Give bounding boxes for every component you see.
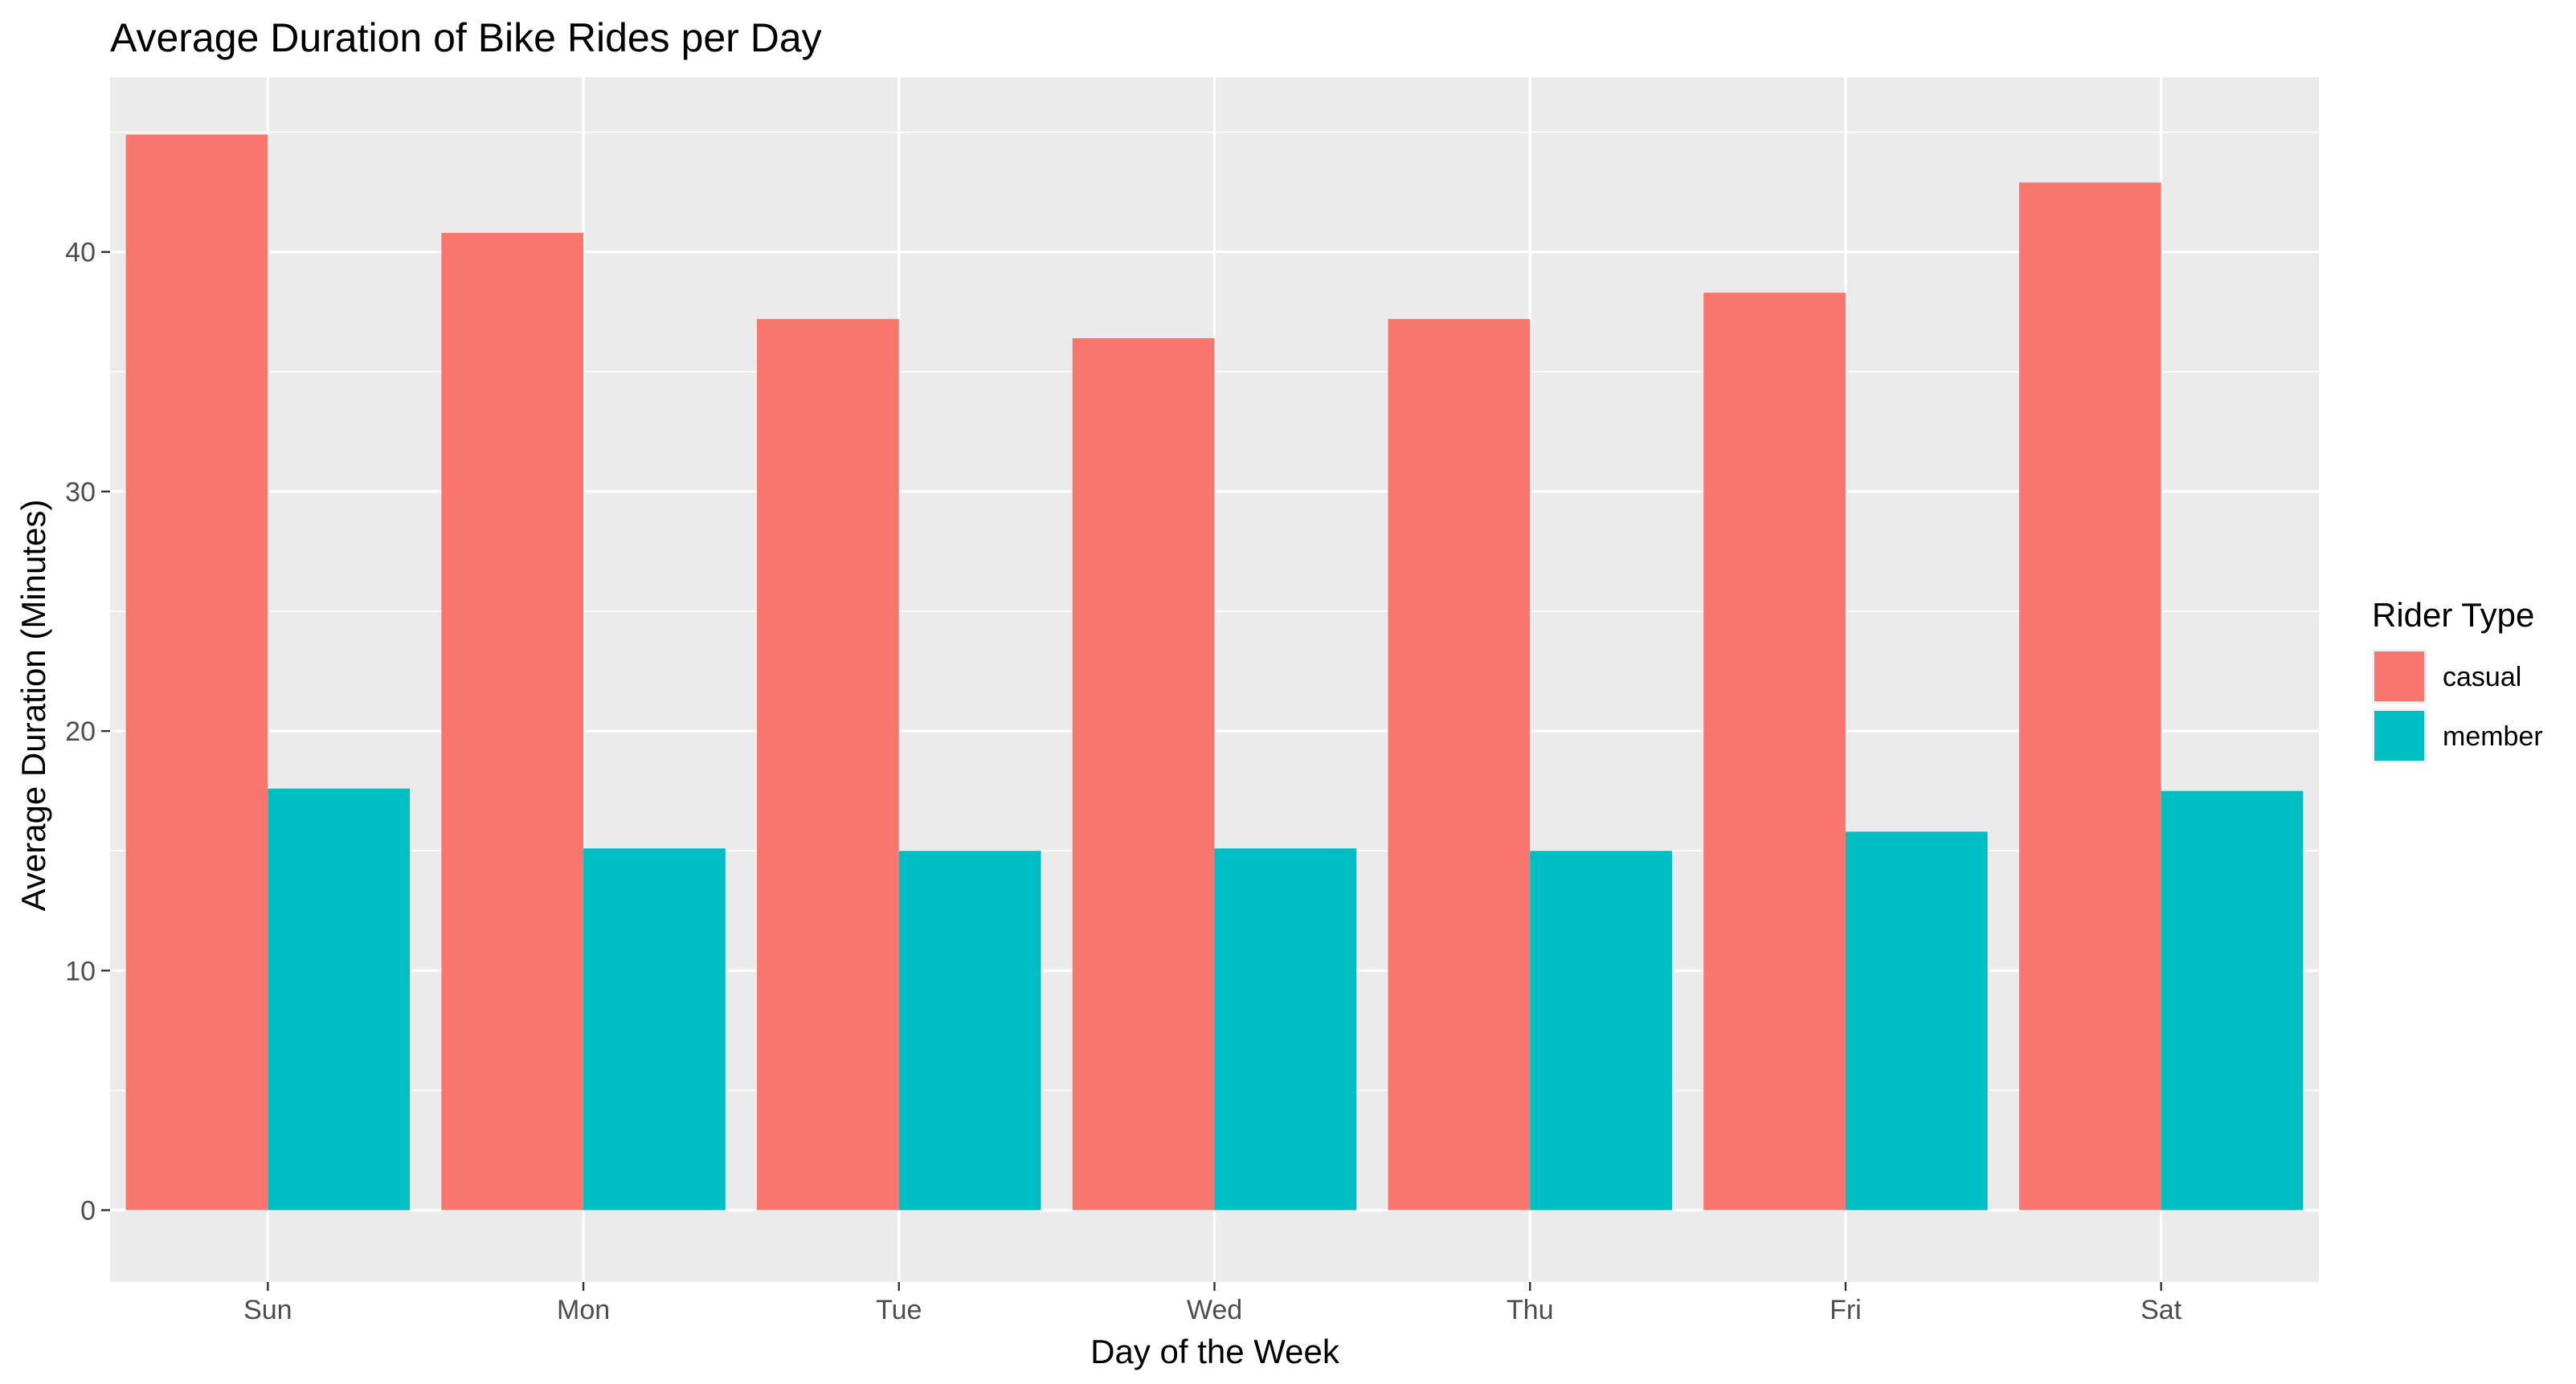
bar-member-wed bbox=[1214, 848, 1357, 1210]
x-tick-label-sun: Sun bbox=[243, 1295, 292, 1325]
x-tick-label-wed: Wed bbox=[1187, 1295, 1242, 1325]
bar-member-mon bbox=[583, 848, 726, 1210]
bar-member-thu bbox=[1530, 851, 1672, 1210]
bar-member-sat bbox=[2161, 790, 2304, 1210]
x-tick-label-tue: Tue bbox=[876, 1295, 922, 1325]
x-tick-label-sat: Sat bbox=[2141, 1295, 2182, 1325]
legend-label-member: member bbox=[2443, 721, 2543, 752]
bar-member-tue bbox=[898, 851, 1041, 1210]
legend-title: Rider Type bbox=[2372, 596, 2534, 634]
x-tick-label-fri: Fri bbox=[1830, 1295, 1862, 1325]
x-axis-title: Day of the Week bbox=[1090, 1333, 1340, 1370]
bar-casual-sun bbox=[125, 134, 268, 1210]
chart-title: Average Duration of Bike Rides per Day bbox=[110, 15, 822, 60]
legend-key-casual bbox=[2374, 651, 2424, 701]
bar-casual-fri bbox=[1703, 292, 1846, 1210]
bar-casual-sat bbox=[2018, 182, 2161, 1210]
y-tick-label: 40 bbox=[65, 238, 96, 268]
y-axis: 0 10 20 30 40 bbox=[65, 238, 110, 1227]
legend: Rider Type casual member bbox=[2372, 596, 2543, 763]
legend-key-member bbox=[2374, 711, 2424, 761]
y-tick-label: 0 bbox=[80, 1196, 96, 1227]
x-tick-label-thu: Thu bbox=[1507, 1295, 1554, 1325]
y-tick-label: 30 bbox=[65, 477, 96, 508]
bars bbox=[125, 134, 2304, 1210]
x-axis: Sun Mon Tue Wed Thu Fri Sat bbox=[243, 1282, 2182, 1325]
bar-casual-tue bbox=[757, 319, 899, 1210]
legend-label-casual: casual bbox=[2443, 662, 2521, 692]
bar-member-fri bbox=[1845, 831, 1988, 1210]
y-tick-label: 20 bbox=[65, 716, 96, 747]
bar-casual-thu bbox=[1388, 319, 1531, 1210]
bar-member-sun bbox=[268, 788, 411, 1210]
bar-casual-wed bbox=[1072, 338, 1215, 1210]
y-tick-label: 10 bbox=[65, 956, 96, 986]
x-tick-label-mon: Mon bbox=[557, 1295, 610, 1325]
bar-casual-mon bbox=[441, 232, 584, 1210]
y-axis-title: Average Duration (Minutes) bbox=[14, 500, 52, 912]
